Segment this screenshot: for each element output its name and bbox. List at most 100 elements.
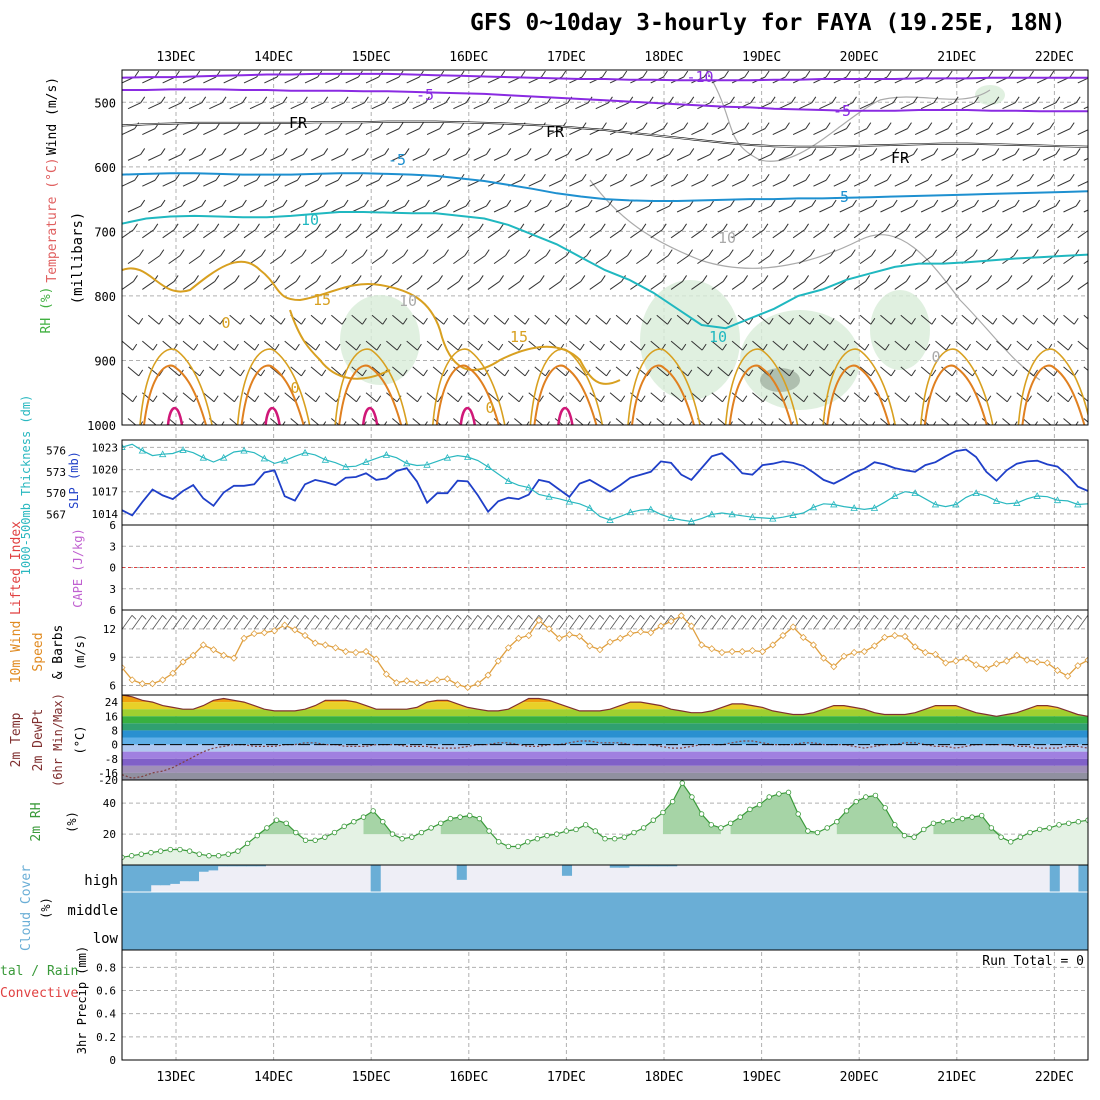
wind-barb — [412, 366, 424, 377]
wind-barb-flag — [709, 199, 715, 207]
wind-barb-10m-flag — [528, 615, 533, 620]
wind-barb-flag — [525, 249, 531, 256]
date-label-bottom: 19DEC — [742, 1070, 781, 1085]
wind-ylabel-b: Speed — [31, 632, 46, 671]
rh-point — [785, 789, 792, 796]
wind-barb-10m-flag — [467, 615, 472, 620]
wind-barb-flag — [931, 317, 937, 325]
wind-barb — [650, 392, 662, 403]
wind-barb-flag — [1007, 275, 1013, 282]
wind-barb — [737, 205, 752, 213]
wind-barb — [894, 179, 908, 187]
precip-ylabel-c: 3hr Precip (mm) — [75, 946, 89, 1054]
date-label-top: 16DEC — [449, 50, 488, 65]
rh-point — [177, 846, 183, 853]
wind-barb-10m-flag — [599, 615, 605, 620]
wind-speed-point — [545, 625, 553, 633]
wind-barb — [243, 229, 256, 239]
wind-barb-flag — [343, 148, 349, 155]
wind-barb — [1083, 209, 1088, 213]
rh-point — [669, 798, 676, 805]
wind-barb-flag — [384, 96, 390, 104]
wind-barb — [819, 205, 833, 213]
wind-barb-flag — [404, 199, 410, 207]
wind-barb — [223, 76, 237, 84]
wind-barb-flag — [524, 369, 530, 377]
wind-barb — [487, 76, 501, 84]
wind-barb-10m-flag — [355, 615, 360, 620]
wind-barb — [534, 255, 547, 265]
wind-speed-point — [799, 633, 807, 641]
wind-barb-flag — [561, 173, 567, 181]
wind-barb-flag — [966, 343, 971, 351]
wind-barb — [874, 179, 888, 187]
wind-barb-10m — [985, 615, 997, 630]
surface-contour-0 — [533, 364, 598, 425]
wind-barb-flag — [424, 199, 430, 207]
wind-barb — [127, 102, 141, 110]
wind-barb-flag — [968, 70, 973, 78]
wind-barb-10m — [731, 615, 743, 630]
wind-barb — [975, 128, 990, 135]
wind-speed-point — [494, 657, 502, 665]
wind-barb-10m — [569, 615, 580, 630]
wind-barb-flag — [463, 317, 469, 325]
wind-barb — [371, 205, 385, 213]
wind-barb — [426, 281, 439, 290]
wind-barb — [874, 281, 887, 290]
wind-barb — [229, 153, 243, 161]
wind-barb — [1083, 260, 1088, 265]
wind-barb-flag — [968, 173, 973, 181]
wind-barb — [589, 229, 602, 239]
wind-barb — [772, 392, 784, 403]
wind-barb — [127, 366, 140, 377]
wind-barb-flag — [622, 70, 628, 78]
wind-barb-flag — [173, 223, 179, 231]
wind-barb — [813, 392, 825, 403]
wind-barb — [656, 366, 668, 377]
wind-barb-flag — [988, 70, 994, 78]
wind-barb — [758, 418, 767, 425]
wind-barb — [859, 205, 874, 213]
wind-barb-flag — [438, 223, 443, 231]
wind-barb-flag — [770, 96, 776, 104]
wind-barb-flag — [337, 173, 343, 181]
surface-contour-5 — [529, 348, 604, 425]
wind-barb-flag — [519, 275, 525, 282]
wind-barb — [392, 418, 401, 425]
wind-barb-flag — [179, 249, 185, 256]
wind-speed-point — [1033, 658, 1041, 666]
wind-barb-10m — [142, 615, 153, 630]
pressure-tick-label: 700 — [94, 225, 116, 239]
wind-barb — [493, 255, 506, 265]
wind-barb — [1016, 179, 1030, 187]
wind-barb — [813, 281, 826, 290]
wind-barb-flag — [892, 96, 898, 104]
wind-barb-10m-flag — [497, 615, 503, 620]
wind-barb-flag — [580, 223, 586, 231]
wind-barb-10m — [518, 615, 529, 630]
wind-barb — [412, 314, 424, 325]
li-tick-label: 6 — [109, 519, 116, 532]
wind-barb-flag — [275, 223, 281, 231]
wind-barb — [630, 229, 643, 239]
wind-barb — [1063, 366, 1075, 377]
wind-barb-flag — [870, 317, 876, 325]
wind-barb — [432, 153, 446, 161]
wind-barb-flag — [852, 96, 857, 104]
wind-barb — [345, 179, 359, 187]
wind-barb-flag — [824, 275, 830, 282]
wind-barb-flag — [1008, 70, 1014, 78]
wind-barb-flag — [870, 369, 876, 377]
wind-barb — [1077, 281, 1088, 290]
wind-speed-point — [606, 638, 614, 646]
wind-barb-flag — [499, 275, 504, 282]
wind-barb — [284, 229, 297, 239]
wind-barb-10m-flag — [874, 615, 879, 620]
wind-barb — [941, 255, 954, 265]
wind-barb-flag — [709, 148, 715, 155]
wind-barb — [209, 205, 223, 213]
wind-barb — [569, 392, 581, 403]
rh-point — [409, 834, 415, 840]
wind-barb — [1016, 229, 1029, 239]
